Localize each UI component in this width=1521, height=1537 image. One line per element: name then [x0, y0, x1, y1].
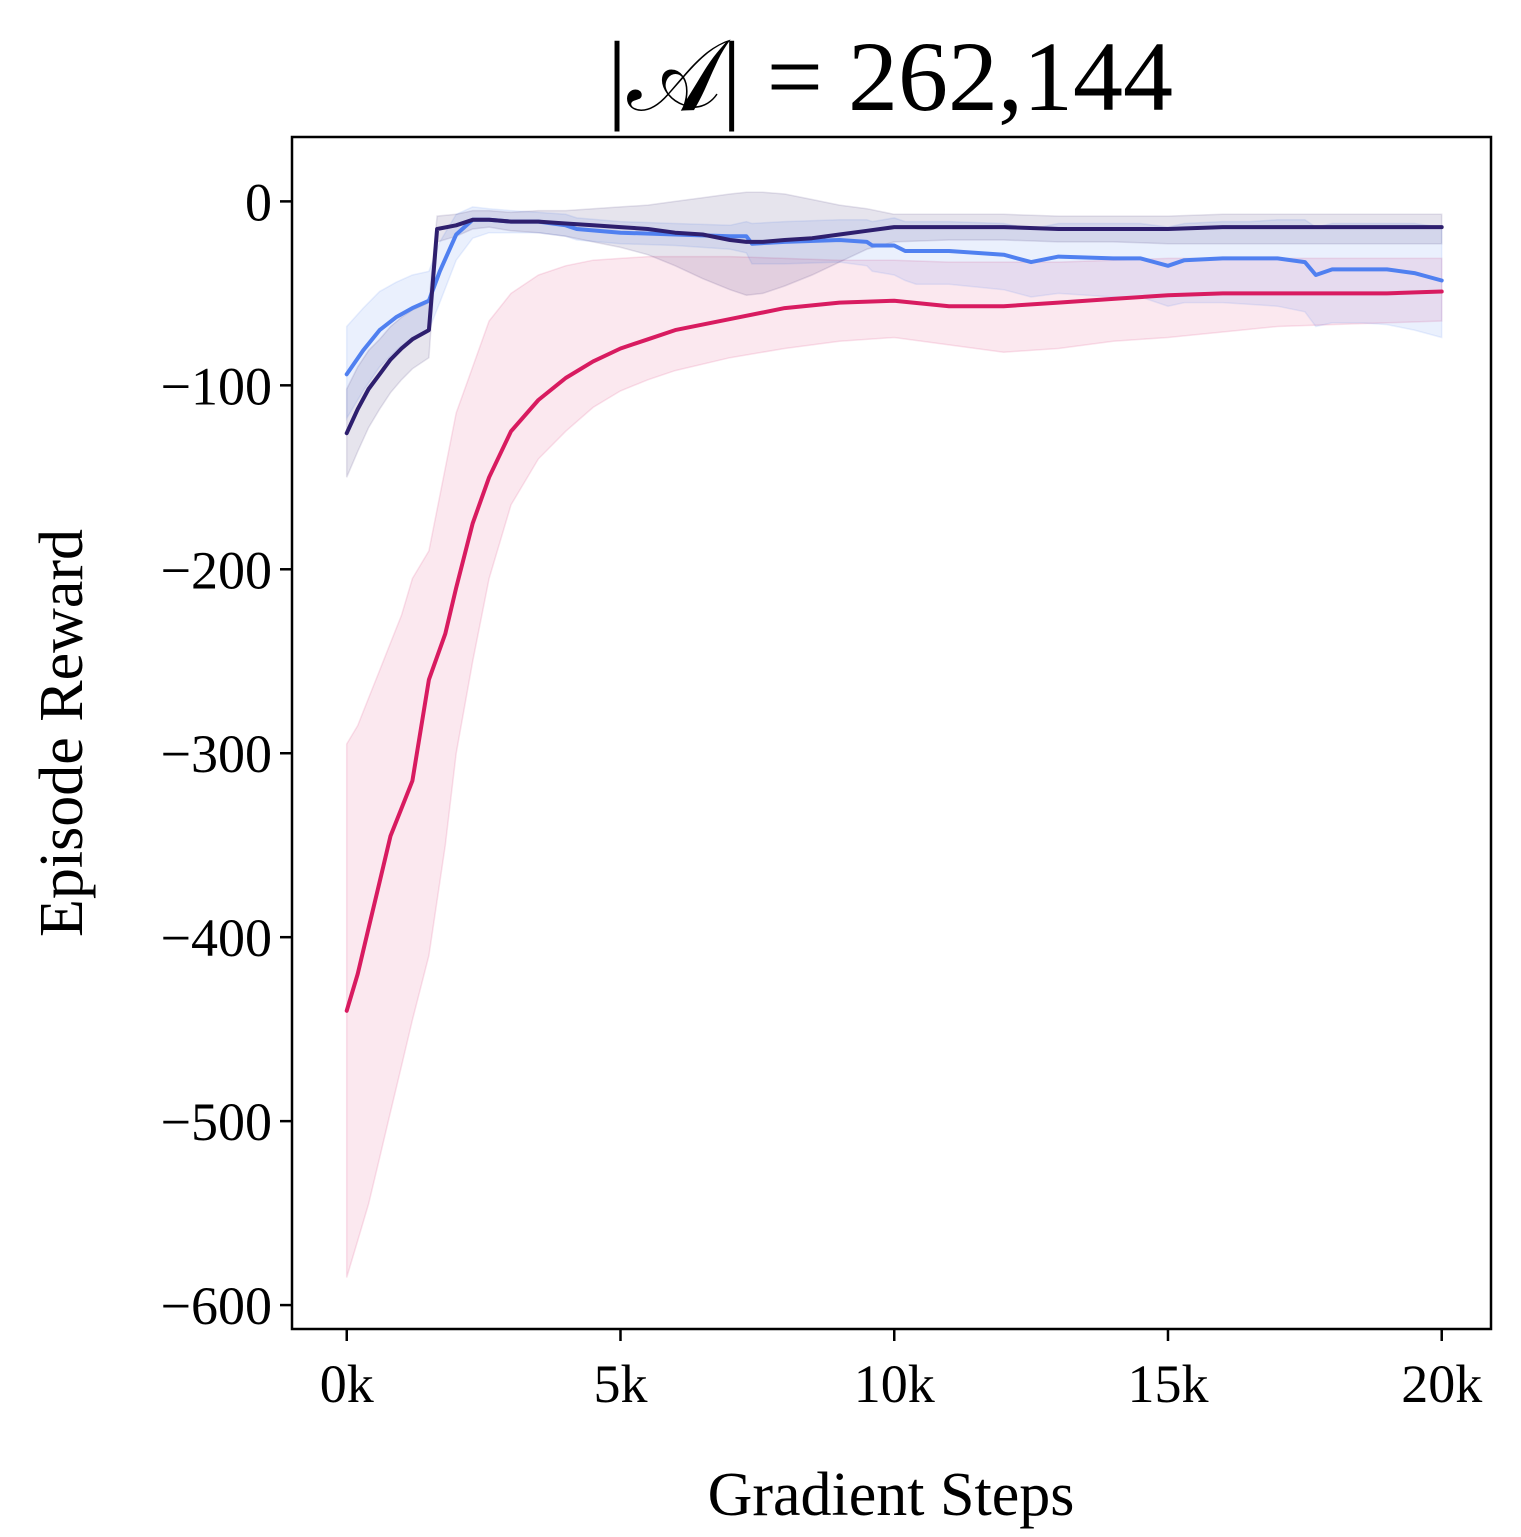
y-tick-label: −500	[161, 1092, 272, 1152]
series-2-band	[345, 206, 1443, 422]
x-axis-label: Gradient Steps	[708, 1461, 1075, 1529]
x-tick-label: 5k	[593, 1354, 647, 1414]
y-tick-label: −100	[161, 356, 272, 416]
y-tick-label: −600	[161, 1276, 272, 1336]
x-tick-label: 15k	[1127, 1354, 1208, 1414]
x-axis-ticks: 0k 5k 10k 15k 20k	[320, 1329, 1482, 1414]
series-1-band	[345, 255, 1443, 1278]
plot-frame	[290, 135, 1493, 1331]
y-tick-label: −400	[161, 908, 272, 968]
x-tick-label: 0k	[320, 1354, 374, 1414]
series-3-line	[344, 217, 1444, 436]
series-1-line	[344, 289, 1444, 1013]
y-axis-ticks: 0 −100 −200 −300 −400 −500 −600	[161, 172, 292, 1336]
y-tick-label: 0	[245, 172, 272, 232]
x-tick-label: 20k	[1401, 1354, 1482, 1414]
y-axis-label: Episode Reward	[28, 529, 96, 937]
x-tick-label: 10k	[854, 1354, 935, 1414]
series-3-band	[345, 191, 1443, 478]
y-tick-label: −200	[161, 540, 272, 600]
series-layer	[344, 191, 1444, 1278]
series-2-line	[344, 217, 1444, 377]
chart-title: |𝒜| = 262,144	[607, 21, 1173, 132]
y-tick-label: −300	[161, 724, 272, 784]
